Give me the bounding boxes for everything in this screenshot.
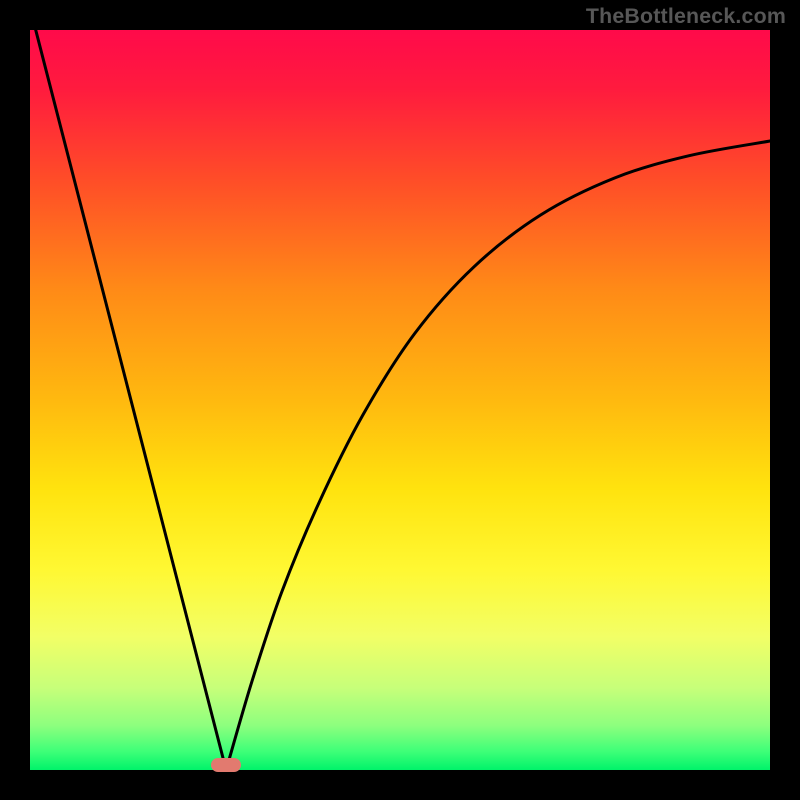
curve-layer (30, 30, 770, 770)
plot-area (30, 30, 770, 770)
watermark-text: TheBottleneck.com (586, 4, 786, 29)
chart-frame: TheBottleneck.com (0, 0, 800, 800)
vertex-marker (211, 758, 241, 772)
bottleneck-curve (30, 8, 770, 770)
